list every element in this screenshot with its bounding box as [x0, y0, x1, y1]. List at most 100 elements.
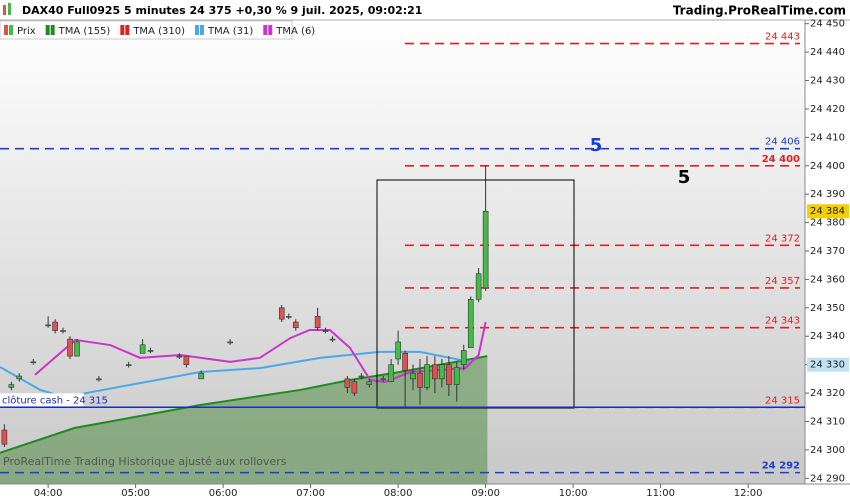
candle-body [314, 316, 321, 329]
y-tick-label: 24 370 [810, 246, 845, 257]
candle-body [52, 321, 58, 331]
candle-body [96, 378, 102, 381]
x-tick-label: 08:00 [384, 488, 413, 499]
candle-body [147, 350, 154, 352]
legend-label: TMA (31) [207, 26, 253, 37]
legend-swatch [50, 25, 55, 35]
candle-body [424, 364, 430, 388]
x-tick-label: 04:00 [34, 488, 63, 499]
legend-swatch [45, 25, 50, 35]
level-label: 24 292 [762, 461, 800, 472]
candle-body [453, 367, 460, 385]
legend-label: TMA (6) [275, 26, 315, 37]
x-tick-label: 12:00 [734, 488, 763, 499]
y-tick-label: 24 310 [810, 416, 845, 427]
header-icon [3, 5, 6, 15]
level-label: 24 343 [765, 316, 800, 327]
x-tick-label: 06:00 [209, 488, 238, 499]
legend-label: TMA (310) [132, 26, 185, 37]
candle-body [125, 364, 132, 366]
candle-body [358, 375, 365, 378]
candle-body [45, 324, 51, 327]
candle-body [176, 355, 183, 358]
y-tick-label: 24 450 [810, 19, 845, 30]
x-axis-band [0, 485, 850, 500]
legend-swatch [263, 25, 268, 35]
level-label: 24 372 [765, 233, 800, 244]
price-badge-label: 24 330 [810, 360, 845, 371]
y-tick-label: 24 340 [810, 331, 845, 342]
footer-note: ProRealTime Trading Historique ajusté au… [3, 455, 287, 468]
y-tick-label: 24 300 [810, 445, 845, 456]
candle-body [60, 330, 66, 332]
y-tick-label: 24 420 [810, 104, 845, 115]
legend-bg [0, 20, 293, 40]
y-tick-label: 24 390 [810, 189, 845, 200]
candle-body [482, 210, 489, 289]
candle-body [227, 341, 233, 344]
candle-body [380, 378, 387, 381]
candle-body [322, 330, 329, 332]
legend-swatch [194, 25, 199, 35]
candle-body [417, 372, 423, 388]
candle-body [467, 299, 474, 348]
y-tick-label: 24 290 [810, 473, 845, 484]
price-badge [807, 204, 849, 219]
level-label: 24 357 [765, 276, 800, 287]
annotation: 5 [590, 135, 603, 156]
legend: Prix TMA (155) TMA (310) TMA (31) TMA (6) [0, 20, 315, 40]
price-badge [807, 357, 849, 372]
legend-swatch [268, 25, 273, 35]
candle-body [388, 364, 394, 383]
header-bar [0, 0, 850, 20]
y-tick-label: 24 440 [810, 47, 845, 58]
chart-title: DAX40 Full0925 5 minutes 24 375 +0,30 % … [22, 4, 422, 17]
legend-swatch [4, 25, 8, 35]
y-tick-label: 24 320 [810, 388, 845, 399]
candle-body [285, 316, 292, 318]
y-tick-label: 24 430 [810, 76, 845, 87]
candle-body [439, 364, 445, 380]
candle-body [395, 341, 401, 360]
level-label: 24 406 [765, 137, 800, 148]
candle-body [475, 273, 482, 300]
candle-body [16, 375, 23, 380]
candle-body [432, 364, 438, 380]
candle-body [30, 361, 37, 364]
candle-body [460, 350, 467, 365]
y-tick-label: 24 350 [810, 303, 845, 314]
annotation: 5 [678, 167, 691, 188]
candle-body [410, 372, 416, 380]
candle-body [67, 338, 73, 357]
candle-body [344, 378, 351, 388]
line [0, 355, 488, 454]
x-tick-label: 07:00 [296, 488, 325, 499]
candle-body [74, 341, 80, 357]
legend-swatch [199, 25, 204, 35]
legend-swatch [125, 25, 130, 35]
candle-body [183, 355, 190, 365]
candle-body [278, 307, 285, 320]
legend-label: TMA (155) [58, 26, 111, 37]
x-tick-label: 09:00 [471, 488, 500, 499]
candle-body [446, 364, 452, 385]
candle-body [292, 321, 299, 329]
y-tick-label: 24 410 [810, 132, 845, 143]
cash-close-label: clôture cash - 24 315 [2, 394, 108, 406]
candle-body [351, 381, 358, 394]
source: Trading.ProRealTime.com [673, 4, 846, 18]
area [0, 356, 488, 484]
level-label: 24 443 [765, 32, 800, 43]
y-tick-label: 24 360 [810, 274, 845, 285]
legend-label: Prix [17, 26, 36, 37]
x-tick-label: 10:00 [559, 488, 588, 499]
candle-body [198, 372, 205, 380]
candle-body [139, 344, 146, 354]
header-icon [8, 3, 11, 15]
x-tick-label: 05:00 [121, 488, 150, 499]
level-label: 24 315 [765, 395, 800, 406]
y-tick-label: 24 400 [810, 161, 845, 172]
candle-body [1, 429, 8, 445]
legend-swatch [120, 25, 125, 35]
